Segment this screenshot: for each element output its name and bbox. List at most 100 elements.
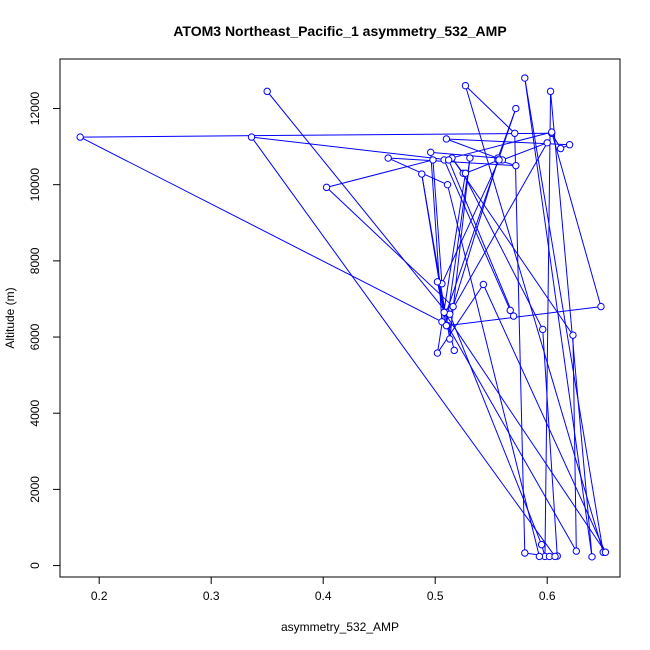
data-point bbox=[506, 306, 514, 315]
data-point bbox=[461, 169, 470, 177]
data-point bbox=[440, 308, 448, 316]
series-segment bbox=[266, 91, 447, 313]
chart-title: ATOM3 Northeast_Pacific_1 asymmetry_532_… bbox=[173, 23, 506, 39]
y-axis-label: Altitude (m) bbox=[3, 287, 17, 348]
series-segment bbox=[443, 159, 511, 311]
series-segment bbox=[326, 186, 454, 307]
series-segment bbox=[452, 159, 499, 307]
data-point bbox=[461, 81, 470, 90]
series-segment bbox=[514, 133, 526, 554]
y-tick-label: 8000 bbox=[28, 247, 42, 274]
series-points bbox=[76, 74, 610, 561]
series-segment bbox=[388, 157, 516, 167]
data-point bbox=[384, 154, 392, 162]
data-point bbox=[546, 87, 555, 96]
series-segment bbox=[551, 131, 602, 307]
y-tick-label: 4000 bbox=[28, 400, 42, 427]
data-point bbox=[543, 139, 551, 147]
y-tick-label: 6000 bbox=[28, 323, 42, 350]
x-tick-label: 0.4 bbox=[315, 589, 332, 603]
data-point bbox=[442, 321, 451, 330]
data-point bbox=[551, 552, 559, 561]
data-point bbox=[511, 129, 519, 137]
data-point bbox=[495, 156, 503, 164]
series-segment bbox=[482, 284, 606, 553]
series-segment bbox=[251, 136, 449, 161]
data-point bbox=[521, 549, 529, 557]
series-segment bbox=[80, 132, 552, 138]
data-point bbox=[76, 133, 84, 141]
x-tick-label: 0.2 bbox=[91, 589, 108, 603]
data-point bbox=[433, 278, 442, 286]
series-segment bbox=[449, 142, 548, 315]
series-segment bbox=[447, 306, 602, 327]
y-tick-label: 0 bbox=[28, 562, 42, 569]
data-point bbox=[443, 180, 452, 189]
series-segment bbox=[444, 131, 552, 161]
series-segment bbox=[447, 184, 540, 557]
series-segment bbox=[544, 91, 552, 557]
data-point bbox=[418, 170, 426, 178]
series-segment bbox=[387, 157, 448, 186]
plot-frame bbox=[59, 58, 621, 578]
data-point bbox=[442, 135, 451, 143]
y-tick-label: 10000 bbox=[28, 168, 42, 202]
data-point bbox=[539, 325, 547, 334]
series-segment bbox=[251, 136, 556, 557]
y-tick-label: 2000 bbox=[28, 476, 42, 503]
data-point bbox=[427, 148, 435, 157]
series-segment bbox=[524, 77, 604, 553]
series-segment bbox=[445, 108, 517, 313]
series-lines bbox=[79, 77, 606, 557]
x-axis-label: asymmetry_532_AMP bbox=[281, 620, 399, 634]
data-point bbox=[466, 154, 474, 162]
series-segment bbox=[326, 159, 434, 188]
series-segment bbox=[437, 284, 484, 354]
data-point bbox=[512, 104, 520, 113]
data-point bbox=[446, 335, 454, 343]
data-point bbox=[449, 302, 457, 311]
series-segment bbox=[502, 142, 548, 161]
series-segment bbox=[432, 159, 443, 284]
series-segment bbox=[462, 173, 544, 330]
data-point bbox=[597, 302, 605, 311]
series-segment bbox=[465, 159, 500, 174]
data-point bbox=[537, 540, 546, 549]
data-point bbox=[547, 128, 556, 136]
y-tick-label: 12000 bbox=[28, 92, 42, 126]
data-point bbox=[479, 280, 488, 289]
series-segment bbox=[550, 91, 593, 557]
series-segment bbox=[464, 85, 604, 553]
series-segment bbox=[542, 329, 558, 557]
data-point bbox=[429, 156, 437, 164]
data-point bbox=[588, 553, 596, 561]
data-point bbox=[322, 183, 331, 192]
data-point bbox=[512, 161, 520, 170]
series-segment bbox=[465, 85, 516, 134]
data-point bbox=[521, 74, 529, 82]
x-tick-label: 0.5 bbox=[427, 589, 444, 603]
data-point bbox=[556, 144, 565, 153]
data-point bbox=[535, 552, 544, 561]
y-axis: 0 2000 4000 6000 8000 10000 12000 bbox=[28, 92, 60, 569]
data-point bbox=[444, 156, 453, 164]
x-tick-label: 0.6 bbox=[539, 589, 556, 603]
series-segment bbox=[449, 314, 543, 545]
series-segment bbox=[447, 325, 577, 552]
series-segment bbox=[572, 335, 577, 552]
data-point bbox=[601, 548, 610, 556]
data-point bbox=[509, 312, 518, 320]
data-point bbox=[450, 346, 458, 355]
series-segment bbox=[443, 312, 606, 553]
data-point bbox=[433, 349, 442, 357]
data-point bbox=[565, 140, 574, 149]
series-segment bbox=[449, 157, 471, 340]
x-axis: 0.2 0.3 0.4 0.5 0.6 bbox=[91, 577, 556, 603]
x-tick-label: 0.3 bbox=[203, 589, 220, 603]
data-point bbox=[263, 87, 271, 96]
data-point bbox=[572, 547, 581, 555]
data-point bbox=[247, 133, 256, 141]
series-segment bbox=[445, 157, 471, 326]
series-segment bbox=[79, 136, 443, 323]
